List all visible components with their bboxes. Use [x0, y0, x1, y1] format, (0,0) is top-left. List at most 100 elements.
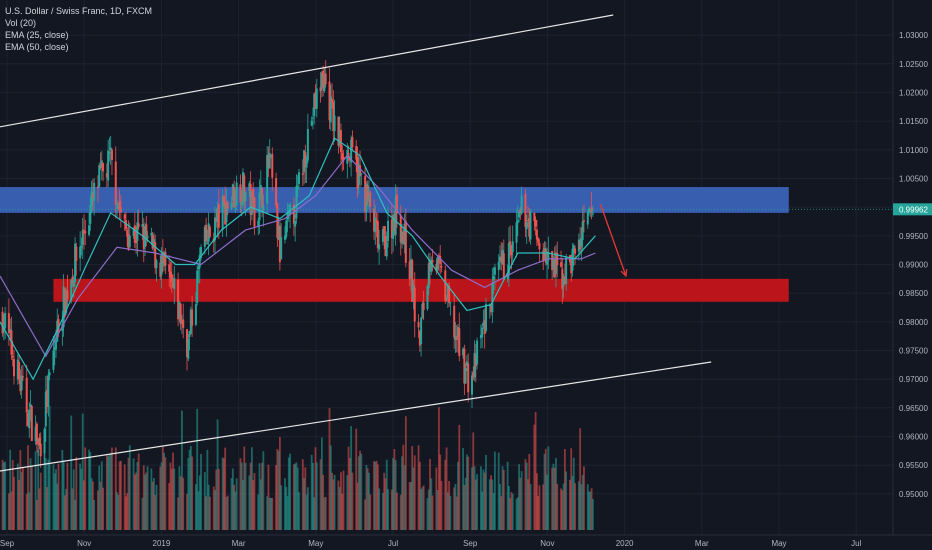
volume-bar [500, 496, 503, 530]
volume-bar [373, 461, 375, 530]
volume-bar [48, 405, 51, 530]
volume-bar [261, 462, 263, 530]
candle-body [524, 193, 527, 228]
candle-body [12, 359, 15, 377]
candle-body [392, 214, 395, 239]
candle-body [141, 224, 144, 227]
candle-body [364, 176, 367, 213]
volume-bar [322, 474, 325, 530]
volume-bar [383, 472, 386, 530]
candle-body [9, 329, 12, 332]
candle-body [80, 245, 83, 248]
candle-body [250, 190, 253, 215]
volume-bar [141, 497, 144, 530]
candle-body [123, 214, 126, 220]
candle-body [66, 290, 69, 300]
x-tick-label: Mar [232, 539, 246, 548]
candle-body [581, 221, 584, 240]
volume-bar [178, 466, 181, 530]
projection-arrow [599, 204, 627, 277]
volume-bar [476, 474, 478, 530]
volume-bar [182, 477, 185, 530]
volume-bar [100, 461, 103, 530]
y-tick-label: 0.99500 [899, 232, 928, 241]
volume-bar [375, 460, 378, 530]
candle-body [373, 208, 376, 232]
candle-body [526, 220, 529, 222]
volume-bar [71, 488, 74, 530]
candle-body [46, 390, 49, 407]
volume-bar [16, 463, 19, 530]
volume-bar [242, 479, 244, 530]
volume-bar [235, 478, 238, 530]
candle-body [259, 184, 262, 194]
candle-body [313, 93, 316, 116]
candle-body [498, 256, 501, 262]
candle-body [319, 87, 322, 92]
candle-body [71, 276, 74, 285]
volume-bar [304, 467, 307, 530]
candle-body [34, 426, 37, 442]
volume-bar [187, 458, 190, 530]
volume-bar [491, 479, 494, 530]
volume-bar [572, 457, 575, 530]
volume-bar [404, 416, 407, 530]
candle-body [507, 243, 510, 276]
candle-body [21, 376, 24, 378]
volume-bar [189, 445, 192, 530]
candle-body [418, 330, 421, 346]
candle-body [70, 279, 73, 300]
volume-bar [544, 448, 547, 530]
volume-bar [80, 468, 83, 530]
volume-bar [439, 454, 442, 530]
candle-body [481, 327, 484, 338]
volume-bar [570, 448, 573, 530]
candle-body [454, 336, 457, 340]
volume-bar [11, 459, 14, 530]
candle-body [446, 285, 449, 301]
volume-bar [555, 458, 557, 530]
candle-body [357, 164, 360, 185]
candle-body [381, 229, 384, 242]
volume-bar [233, 484, 235, 530]
volume-bar [454, 483, 457, 530]
lower-channel-trendline [0, 361, 712, 472]
candle-body [553, 258, 556, 278]
volume-bar [312, 462, 314, 530]
volume-bar [364, 499, 367, 530]
volume-bar [527, 479, 529, 530]
candle-body [561, 268, 564, 290]
volume-bar [359, 450, 361, 530]
candle-body [198, 254, 201, 268]
candle-body [346, 150, 349, 164]
volume-bar [528, 454, 531, 530]
volume-bar [382, 492, 384, 530]
candle-body [482, 322, 485, 326]
candle-body [178, 302, 181, 318]
x-tick-label: 2020 [616, 539, 634, 548]
volume-bar [142, 465, 145, 530]
volume-bar [417, 445, 420, 530]
volume-bar [474, 479, 477, 530]
candle-body [39, 443, 42, 457]
y-tick-label: 0.98500 [899, 289, 928, 298]
volume-bar [287, 457, 290, 530]
volume-bar [4, 461, 6, 530]
candle-body [57, 319, 60, 333]
candle-body [239, 184, 242, 203]
candle-body [387, 220, 390, 242]
candle-body [268, 152, 271, 169]
volume-bar [506, 461, 509, 530]
candle-body [554, 252, 557, 275]
volume-bar [394, 460, 397, 530]
volume-bar [47, 459, 50, 530]
volume-bar [543, 453, 546, 530]
volume-bar [565, 471, 568, 530]
candle-body [205, 224, 208, 242]
volume-bar [181, 410, 183, 530]
volume-bar [164, 457, 167, 530]
volume-bar [315, 462, 318, 530]
volume-bar [577, 481, 580, 530]
volume-bar [169, 462, 172, 530]
